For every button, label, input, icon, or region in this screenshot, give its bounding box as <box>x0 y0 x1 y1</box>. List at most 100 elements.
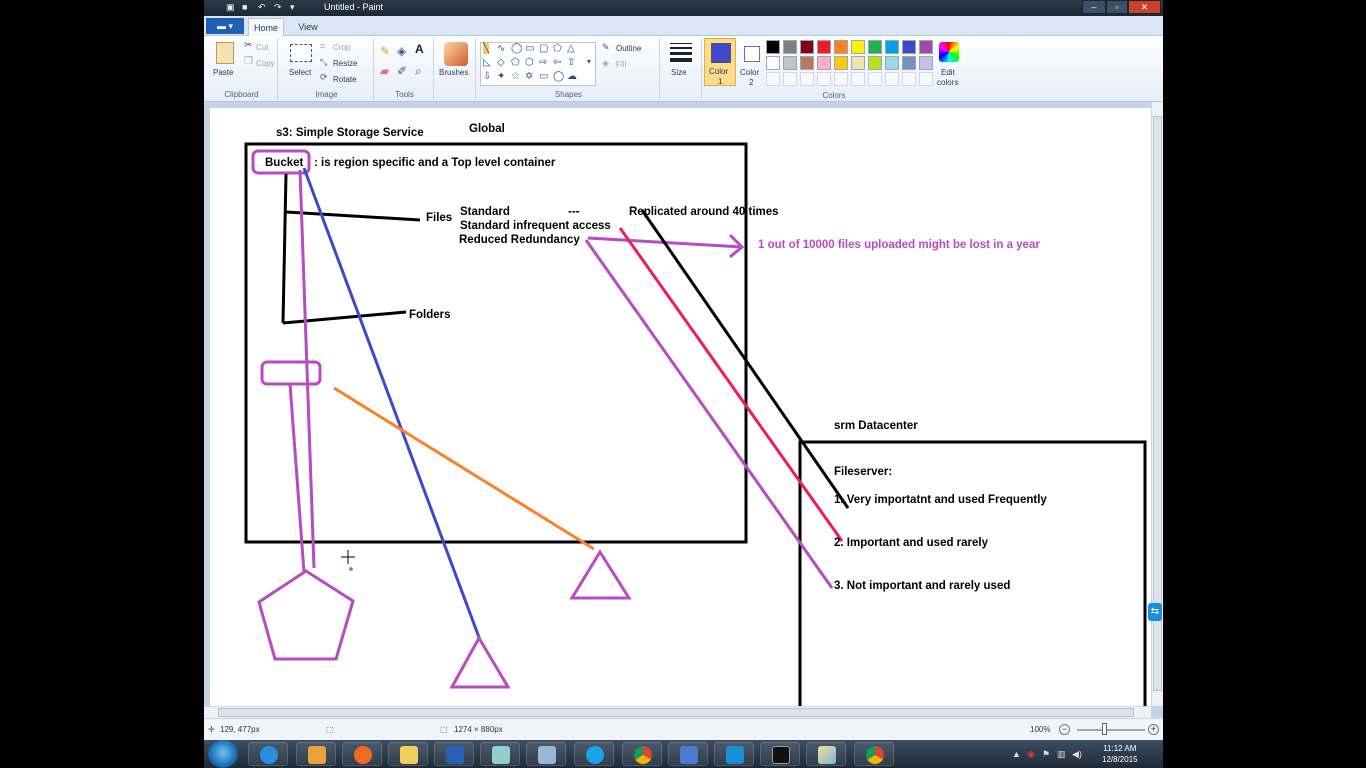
six-point-star-icon[interactable]: ✡ <box>525 71 534 82</box>
taskbar-network[interactable] <box>668 742 708 766</box>
vertical-scroll-thumb[interactable] <box>1153 116 1162 691</box>
paint-app-icon[interactable]: ▣ <box>226 2 235 12</box>
palette-swatch[interactable] <box>868 40 882 54</box>
tab-home[interactable]: Home <box>248 18 284 36</box>
taskbar-word[interactable] <box>434 742 474 766</box>
custom-color-slot[interactable] <box>902 72 916 86</box>
callout-cloud-icon[interactable]: ☁ <box>567 71 577 82</box>
custom-color-slot[interactable] <box>766 72 780 86</box>
close-button[interactable]: ✕ <box>1128 0 1161 14</box>
palette-swatch[interactable] <box>834 40 848 54</box>
brushes-icon[interactable] <box>444 42 468 66</box>
palette-swatch[interactable] <box>885 56 899 70</box>
rotate-button[interactable]: Rotate <box>333 75 357 84</box>
custom-color-slot[interactable] <box>800 72 814 86</box>
up-arrow-shape-icon[interactable]: ⇧ <box>567 57 576 68</box>
palette-swatch[interactable] <box>919 40 933 54</box>
redo-icon[interactable]: ↷ <box>274 2 282 12</box>
eraser-icon[interactable]: ▰ <box>380 64 390 78</box>
polygon-shape-icon[interactable]: ⬠ <box>553 43 562 54</box>
gallery-scroll-icon[interactable]: ▾ <box>587 57 592 66</box>
text-tool-icon[interactable]: A <box>415 42 424 56</box>
color1-button[interactable]: Color 1 <box>704 38 736 86</box>
select-button[interactable]: Select <box>289 68 312 77</box>
custom-color-slot[interactable] <box>851 72 865 86</box>
custom-color-slot[interactable] <box>868 72 882 86</box>
four-point-star-icon[interactable]: ✦ <box>497 71 506 82</box>
color2-button[interactable]: Color 2 <box>738 38 766 87</box>
palette-swatch[interactable] <box>783 56 797 70</box>
taskbar-paint[interactable] <box>806 742 846 766</box>
magnifier-icon[interactable]: ⌕ <box>415 64 422 78</box>
taskbar-cmd[interactable] <box>760 742 800 766</box>
horizontal-scroll-thumb[interactable] <box>218 708 1134 717</box>
custom-color-slot[interactable] <box>885 72 899 86</box>
rectangle-shape-icon[interactable]: ▭ <box>525 43 535 54</box>
vertical-scrollbar[interactable] <box>1151 102 1163 706</box>
qat-dropdown-icon[interactable]: ▾ <box>290 2 295 12</box>
oval-shape-icon[interactable]: ◯ <box>511 43 523 54</box>
palette-swatch[interactable] <box>868 56 882 70</box>
curve-shape-icon[interactable]: ∿ <box>497 43 506 54</box>
resize-button[interactable]: Resize <box>333 59 358 68</box>
line-shape-icon[interactable]: ╲ <box>483 43 490 54</box>
palette-swatch[interactable] <box>766 40 780 54</box>
size-button[interactable]: Size <box>671 68 687 77</box>
palette-swatch[interactable] <box>766 56 780 70</box>
taskbar-skype[interactable] <box>574 742 614 766</box>
taskbar-teamviewer[interactable] <box>714 742 754 766</box>
outline-button[interactable]: Outline <box>616 44 642 53</box>
horizontal-scrollbar[interactable] <box>204 706 1151 718</box>
crop-button[interactable]: Crop <box>333 43 351 52</box>
zoom-out-button[interactable]: − <box>1059 724 1070 735</box>
palette-swatch[interactable] <box>834 56 848 70</box>
color-picker-icon[interactable]: ✐ <box>397 64 408 78</box>
rounded-rect-shape-icon[interactable]: ▢ <box>539 43 549 54</box>
palette-swatch[interactable] <box>800 56 814 70</box>
network-tray-icon[interactable]: ▥ <box>1057 749 1066 759</box>
custom-color-slot[interactable] <box>919 72 933 86</box>
palette-swatch[interactable] <box>817 40 831 54</box>
teamviewer-tab-icon[interactable]: ⇆ <box>1148 603 1162 621</box>
size-icon[interactable] <box>670 43 692 63</box>
palette-swatch[interactable] <box>817 56 831 70</box>
file-menu-button[interactable]: ▬ ▾ <box>206 18 244 34</box>
zoom-slider-thumb[interactable] <box>1102 723 1107 735</box>
left-arrow-shape-icon[interactable]: ⇦ <box>553 57 562 68</box>
pentagon-shape-icon[interactable]: ⬠ <box>511 57 520 68</box>
show-hidden-icons[interactable]: ▲ <box>1012 749 1021 759</box>
zoom-in-button[interactable]: + <box>1148 724 1159 735</box>
palette-swatch[interactable] <box>902 40 916 54</box>
maximize-button[interactable]: ▫ <box>1106 0 1128 14</box>
palette-swatch[interactable] <box>919 56 933 70</box>
right-triangle-shape-icon[interactable]: ◺ <box>483 57 491 68</box>
shapes-gallery[interactable]: ╲ ∿ ◯ ▭ ▢ ⬠ △ ◺ ◇ ⬠ ⬡ ⇨ ⇦ ⇧ ⇩ ✦ ☆ ✡ ▭ ◯ <box>480 42 596 86</box>
undo-icon[interactable]: ↶ <box>258 2 266 12</box>
fill-bucket-icon[interactable]: ◈ <box>397 44 407 58</box>
taskbar-explorer[interactable] <box>388 742 428 766</box>
callout-oval-icon[interactable]: ◯ <box>553 71 565 82</box>
taskbar-media-player[interactable] <box>296 742 336 766</box>
volume-icon[interactable]: ◀) <box>1072 749 1082 759</box>
hexagon-shape-icon[interactable]: ⬡ <box>525 57 534 68</box>
edit-colors-button[interactable]: Edit colors <box>934 38 964 87</box>
down-arrow-shape-icon[interactable]: ⇩ <box>483 71 492 82</box>
tab-view[interactable]: View <box>298 22 318 32</box>
custom-color-slot[interactable] <box>783 72 797 86</box>
fill-button[interactable]: Fill <box>616 60 627 69</box>
save-icon[interactable]: ■ <box>242 2 248 12</box>
minimize-button[interactable]: – <box>1082 0 1106 14</box>
taskbar-ie[interactable] <box>248 742 288 766</box>
pencil-icon[interactable]: ✎ <box>380 44 391 58</box>
palette-swatch[interactable] <box>885 40 899 54</box>
paste-icon[interactable] <box>216 42 234 64</box>
taskbar-notes[interactable] <box>480 742 520 766</box>
select-icon[interactable] <box>290 44 312 62</box>
copy-button[interactable]: Copy <box>256 59 275 68</box>
palette-swatch[interactable] <box>851 56 865 70</box>
taskbar-calculator[interactable] <box>526 742 566 766</box>
palette-swatch[interactable] <box>902 56 916 70</box>
zoom-slider[interactable] <box>1077 729 1145 731</box>
drawing-canvas[interactable]: s3: Simple Storage Service Global Bucket… <box>210 108 1151 706</box>
triangle-shape-icon[interactable]: △ <box>567 43 575 54</box>
